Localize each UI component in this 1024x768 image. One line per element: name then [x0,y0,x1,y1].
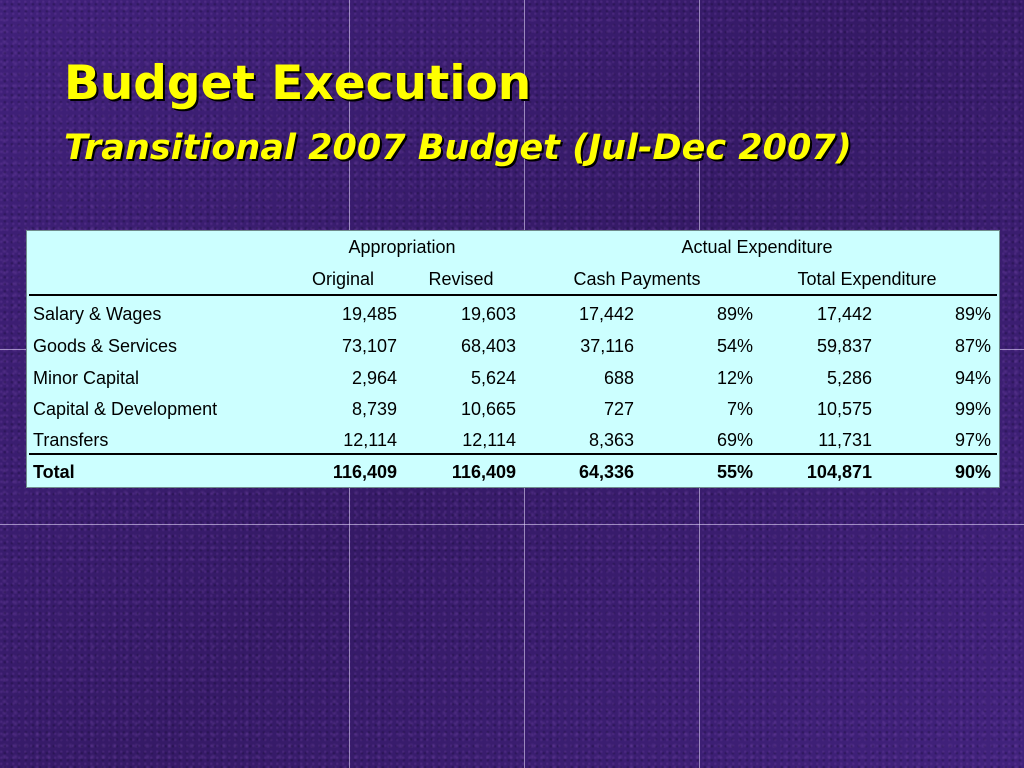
cell-total: 59,837 [816,336,872,356]
total-total: 104,871 [806,462,872,482]
cell-cash: 8,363 [588,430,634,450]
cell-revised: 12,114 [462,430,516,450]
header-original: Original [311,269,375,289]
row-label: Salary & Wages [33,304,162,324]
cell-total-pct: 94% [954,368,991,388]
row-label: Minor Capital [33,368,140,388]
cell-original: 19,485 [341,304,397,324]
row-label: Transfers [33,430,109,450]
header-cash-payments: Cash Payments [573,269,701,289]
total-rule [29,453,997,455]
cell-total: 5,286 [826,368,872,388]
cell-cash: 17,442 [578,304,634,324]
total-total-pct: 90% [954,462,991,482]
header-appropriation: Appropriation [348,237,456,257]
cell-cash-pct: 12% [716,368,753,388]
cell-cash: 727 [603,399,634,419]
header-actual-expenditure: Actual Expenditure [681,237,833,257]
cell-original: 2,964 [351,368,397,388]
cell-revised: 68,403 [460,336,516,356]
cell-original: 12,114 [343,430,397,450]
total-original: 116,409 [332,462,397,482]
cell-cash-pct: 89% [716,304,753,324]
total-label: Total [33,462,75,482]
header-total-expenditure: Total Expenditure [797,269,937,289]
cell-total-pct: 97% [954,430,991,450]
cell-total-pct: 87% [954,336,991,356]
cell-total: 11,731 [818,430,872,450]
total-cash: 64,336 [578,462,634,482]
cell-revised: 10,665 [460,399,516,419]
cell-cash: 37,116 [580,336,634,356]
slide-title: Budget Execution [64,56,532,111]
cell-cash-pct: 7% [726,399,753,419]
total-cash-pct: 55% [716,462,753,482]
cell-revised: 5,624 [470,368,516,388]
cell-total-pct: 99% [954,399,991,419]
row-label: Capital & Development [33,399,218,419]
grid-line [0,524,1024,525]
cell-cash-pct: 69% [716,430,753,450]
cell-original: 73,107 [341,336,397,356]
row-label: Goods & Services [33,336,178,356]
header-rule [29,294,997,296]
cell-original: 8,739 [351,399,397,419]
total-revised: 116,409 [451,462,516,482]
slide-subtitle: Transitional 2007 Budget (Jul-Dec 2007) [64,128,852,168]
cell-total-pct: 89% [954,304,991,324]
cell-total: 10,575 [816,399,872,419]
cell-cash: 688 [603,368,634,388]
cell-revised: 19,603 [460,304,516,324]
cell-cash-pct: 54% [716,336,753,356]
header-revised: Revised [428,269,494,289]
cell-total: 17,442 [816,304,872,324]
budget-table: Appropriation Actual Expenditure Origina… [26,230,1000,488]
